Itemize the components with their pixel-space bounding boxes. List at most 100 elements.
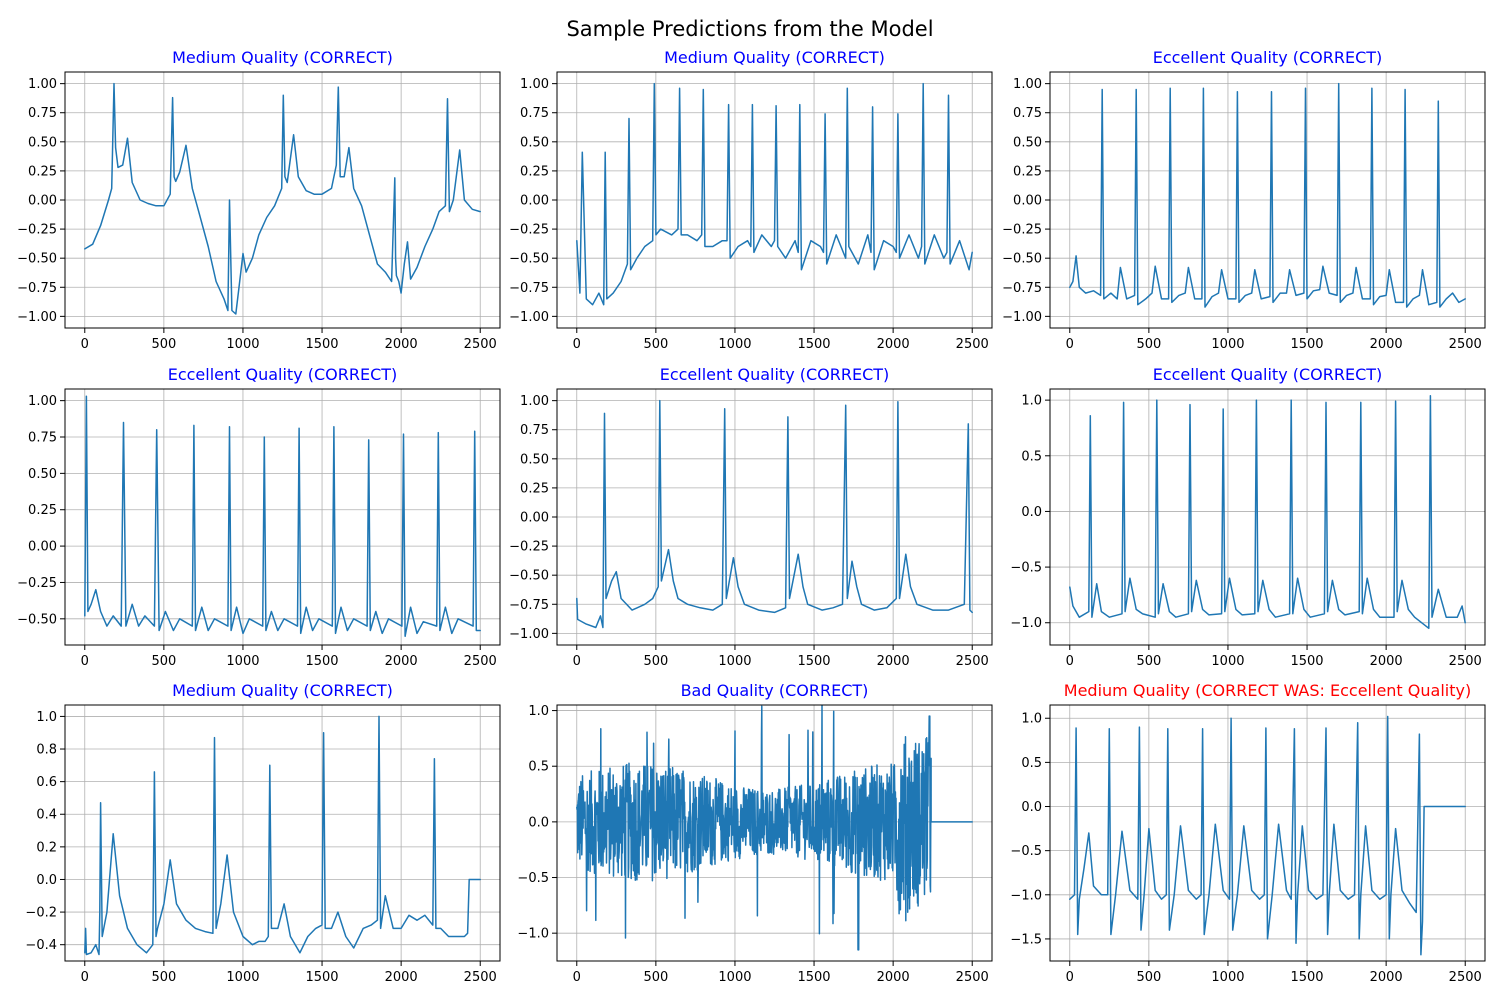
y-tick-label: 1.00 bbox=[520, 394, 549, 409]
axes-frame bbox=[64, 704, 501, 962]
y-tick-label: 0.2 bbox=[36, 840, 57, 855]
subplot-title: Medium Quality (CORRECT) bbox=[664, 48, 885, 67]
x-tick-label: 1500 bbox=[1290, 337, 1323, 352]
x-tick-label: 2500 bbox=[1449, 654, 1482, 669]
x-tick-label: 500 bbox=[1136, 337, 1161, 352]
series-line bbox=[576, 399, 973, 629]
x-tick-label: 2000 bbox=[877, 654, 910, 669]
series-line bbox=[576, 82, 973, 306]
y-tick-label: −0.25 bbox=[17, 576, 57, 591]
axes-frame bbox=[556, 704, 993, 962]
y-tick-label: 0.5 bbox=[1021, 449, 1042, 464]
x-tick-label: 2000 bbox=[385, 970, 418, 985]
y-tick-label: 0.50 bbox=[1013, 135, 1042, 150]
x-tick-label: 2000 bbox=[385, 337, 418, 352]
series-line bbox=[576, 704, 973, 951]
y-tick-label: −0.5 bbox=[1010, 844, 1042, 859]
subplot-4: 0 500 1000 1500 2000 2500 −0.50 −0.25 0.00 0.25 0.… bbox=[17, 365, 501, 669]
x-tick-label: 0 bbox=[573, 654, 581, 669]
y-tick-label: 1.0 bbox=[36, 710, 57, 725]
y-tick-label: −0.25 bbox=[509, 223, 549, 238]
y-tick-label: 0.00 bbox=[1013, 194, 1042, 209]
series-line bbox=[84, 82, 481, 315]
y-tick-label: 0.00 bbox=[520, 194, 549, 209]
x-tick-label: 2500 bbox=[1449, 337, 1482, 352]
y-tick-label: 1.0 bbox=[1021, 712, 1042, 727]
y-tick-label: −0.50 bbox=[17, 612, 57, 627]
x-tick-label: 2000 bbox=[385, 654, 418, 669]
y-tick-label: 0.0 bbox=[528, 815, 549, 830]
y-tick-label: −0.75 bbox=[1002, 281, 1042, 296]
subplot-title: Eccellent Quality (CORRECT) bbox=[660, 365, 890, 384]
x-tick-label: 2500 bbox=[1449, 970, 1482, 985]
y-tick-label: 0.75 bbox=[28, 431, 57, 446]
series-line bbox=[1069, 715, 1466, 956]
x-tick-label: 500 bbox=[151, 970, 176, 985]
x-tick-label: 0 bbox=[81, 654, 89, 669]
x-tick-label: 1500 bbox=[797, 970, 830, 985]
y-tick-label: 1.0 bbox=[1021, 394, 1042, 409]
y-tick-label: 0.00 bbox=[520, 511, 549, 526]
x-tick-label: 0 bbox=[1066, 337, 1074, 352]
subplot-1: 0 500 1000 1500 2000 2500 −1.00 −0.75 −0.50 −0.25… bbox=[17, 48, 501, 352]
y-tick-label: 0.5 bbox=[528, 760, 549, 775]
series-line bbox=[84, 715, 481, 956]
y-tick-label: 1.00 bbox=[520, 77, 549, 92]
x-tick-label: 1000 bbox=[1211, 337, 1244, 352]
y-tick-label: 0.75 bbox=[520, 106, 549, 121]
x-tick-label: 1500 bbox=[1290, 970, 1323, 985]
y-tick-label: 0.25 bbox=[520, 481, 549, 496]
x-tick-label: 500 bbox=[643, 970, 668, 985]
x-tick-label: 1500 bbox=[797, 337, 830, 352]
series-line bbox=[1069, 82, 1466, 308]
y-tick-label: 0.4 bbox=[36, 808, 57, 823]
y-tick-label: −0.50 bbox=[509, 252, 549, 267]
y-tick-label: 0.6 bbox=[36, 775, 57, 790]
x-tick-label: 1500 bbox=[1290, 654, 1323, 669]
y-tick-label: −0.75 bbox=[509, 598, 549, 613]
y-tick-label: 1.00 bbox=[1013, 77, 1042, 92]
x-tick-label: 1000 bbox=[718, 654, 751, 669]
subplot-8: 0 500 1000 1500 2000 2500 −1.0 −0.5 0.0 0.5 1.0 Bad… bbox=[517, 681, 993, 985]
axes-frame bbox=[1049, 388, 1486, 646]
y-tick-label: −0.25 bbox=[17, 223, 57, 238]
subplot-title: Eccellent Quality (CORRECT) bbox=[1153, 48, 1383, 67]
x-tick-label: 1500 bbox=[305, 654, 338, 669]
subplot-title: Eccellent Quality (CORRECT) bbox=[168, 365, 398, 384]
x-tick-label: 2500 bbox=[464, 970, 497, 985]
x-tick-label: 2500 bbox=[956, 970, 989, 985]
y-tick-label: 1.00 bbox=[28, 394, 57, 409]
x-tick-label: 2500 bbox=[464, 337, 497, 352]
y-tick-label: 0.25 bbox=[520, 164, 549, 179]
y-tick-label: 0.25 bbox=[28, 164, 57, 179]
y-tick-label: 1.0 bbox=[528, 704, 549, 719]
x-tick-label: 500 bbox=[151, 654, 176, 669]
subplot-9: 0 500 1000 1500 2000 2500 −1.5 −1.0 −0.5 0.0 0.5 1.… bbox=[1010, 681, 1486, 985]
subplot-title: Medium Quality (CORRECT WAS: Eccellent Q… bbox=[1064, 681, 1471, 700]
y-tick-label: 0.25 bbox=[1013, 164, 1042, 179]
subplot-6: 0 500 1000 1500 2000 2500 −1.0 −0.5 0.0 0.5 1.0 Ecc… bbox=[1010, 365, 1486, 669]
x-tick-label: 2500 bbox=[464, 654, 497, 669]
y-tick-label: −1.0 bbox=[1010, 616, 1042, 631]
y-tick-label: −1.0 bbox=[517, 927, 549, 942]
x-tick-label: 0 bbox=[1066, 970, 1074, 985]
axes-frame bbox=[64, 388, 501, 646]
x-tick-label: 1000 bbox=[1211, 654, 1244, 669]
x-tick-label: 0 bbox=[573, 970, 581, 985]
subplot-3: 0 500 1000 1500 2000 2500 −1.00 −0.75 −0.50 −0.25… bbox=[1002, 48, 1486, 352]
x-tick-label: 2500 bbox=[956, 654, 989, 669]
y-tick-label: −0.2 bbox=[25, 906, 57, 921]
x-tick-label: 2000 bbox=[1370, 654, 1403, 669]
x-tick-label: 1500 bbox=[797, 654, 830, 669]
y-tick-label: −0.75 bbox=[509, 281, 549, 296]
x-tick-label: 500 bbox=[1136, 654, 1161, 669]
y-tick-label: −1.00 bbox=[1002, 310, 1042, 325]
y-tick-label: 0.75 bbox=[1013, 106, 1042, 121]
x-tick-label: 1000 bbox=[226, 654, 259, 669]
axes-frame bbox=[1049, 704, 1486, 962]
x-tick-label: 2000 bbox=[1370, 970, 1403, 985]
series-line bbox=[84, 395, 481, 638]
x-tick-label: 1000 bbox=[718, 337, 751, 352]
